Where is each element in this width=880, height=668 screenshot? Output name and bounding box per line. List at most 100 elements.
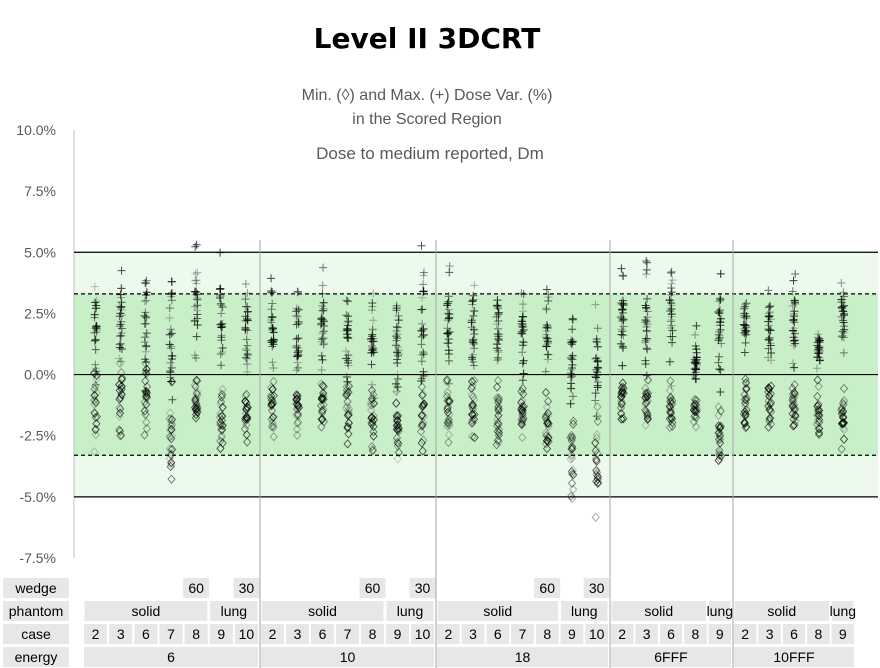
min-dose-marker: [592, 445, 601, 455]
max-dose-marker: [242, 335, 251, 344]
min-dose-marker: [494, 419, 503, 430]
max-dose-marker: [394, 316, 403, 325]
max-dose-marker: [166, 325, 175, 334]
max-dose-marker: [667, 382, 676, 391]
max-dose-marker: [243, 326, 252, 335]
case-label: 6: [319, 626, 327, 642]
case-label: 7: [519, 626, 527, 642]
row-label-wedge: wedge: [14, 580, 56, 596]
min-dose-marker: [443, 417, 452, 428]
min-dose-marker: [791, 410, 800, 420]
max-dose-marker: [243, 367, 252, 376]
max-dose-marker: [165, 304, 174, 313]
min-dose-marker: [517, 397, 526, 408]
case-label: 9: [394, 626, 402, 642]
max-dose-marker: [593, 343, 602, 352]
min-dose-marker: [342, 387, 352, 397]
max-dose-marker: [542, 321, 551, 330]
max-dose-marker: [791, 339, 800, 348]
min-dose-marker: [788, 409, 797, 419]
min-dose-marker: [493, 421, 502, 431]
max-dose-marker: [815, 346, 824, 355]
max-dose-marker: [468, 355, 477, 364]
min-dose-marker: [90, 390, 99, 401]
max-dose-marker: [691, 375, 700, 384]
min-dose-marker: [790, 405, 799, 416]
max-dose-marker: [215, 294, 224, 303]
min-dose-marker: [117, 384, 126, 394]
max-dose-marker: [716, 295, 725, 304]
max-dose-marker: [740, 348, 749, 357]
category-table: wedge phantom case energy 60 30 60 30 60 30 solid l…: [3, 578, 856, 667]
max-dose-marker: [216, 292, 225, 301]
energy-cell: [734, 647, 854, 667]
max-dose-marker: [692, 353, 701, 362]
min-dose-marker: [91, 412, 100, 423]
min-dose-marker: [692, 395, 701, 406]
max-dose-marker: [544, 293, 553, 302]
min-dose-marker: [393, 420, 403, 430]
max-dose-marker: [542, 304, 551, 313]
min-dose-marker: [193, 390, 202, 400]
min-dose-marker: [764, 422, 773, 432]
max-dose-marker: [567, 355, 576, 364]
max-dose-marker: [715, 331, 724, 340]
min-dose-marker: [467, 390, 476, 400]
wedge-cell: [183, 578, 210, 598]
max-dose-marker: [343, 318, 352, 327]
case-cell: [611, 624, 634, 644]
max-dose-marker: [393, 374, 402, 383]
max-dose-marker: [191, 276, 200, 285]
max-dose-marker: [468, 300, 477, 309]
min-dose-marker: [167, 425, 176, 435]
max-dose-marker: [267, 316, 276, 325]
min-dose-marker: [190, 380, 199, 390]
min-dose-marker: [140, 406, 149, 416]
min-dose-marker: [839, 383, 849, 394]
max-dose-marker: [218, 303, 227, 312]
max-dose-marker: [394, 323, 403, 332]
max-dose-marker: [344, 334, 353, 343]
min-dose-marker: [417, 410, 426, 421]
max-dose-marker: [619, 322, 628, 331]
min-dose-marker: [292, 410, 301, 420]
max-dose-marker: [691, 374, 700, 383]
min-dose-marker: [292, 399, 301, 409]
max-dose-marker: [394, 346, 403, 355]
min-dose-marker: [392, 433, 402, 443]
max-dose-marker: [666, 317, 675, 326]
max-dose-marker: [641, 336, 650, 345]
max-dose-marker: [667, 288, 676, 297]
min-dose-marker: [840, 425, 849, 435]
max-dose-marker: [740, 302, 749, 311]
min-dose-marker: [666, 407, 676, 418]
max-dose-marker: [643, 294, 652, 303]
min-dose-marker: [394, 438, 403, 449]
row-label-cell: [3, 601, 69, 621]
min-dose-marker: [665, 401, 674, 412]
max-dose-marker: [494, 334, 503, 343]
max-dose-marker: [168, 395, 177, 404]
min-dose-marker: [617, 398, 626, 408]
max-dose-marker: [243, 360, 252, 369]
min-dose-marker: [240, 424, 250, 434]
max-dose-marker: [417, 241, 426, 250]
max-dose-marker: [837, 278, 846, 287]
min-dose-marker: [766, 389, 775, 399]
max-dose-marker: [742, 314, 751, 323]
min-dose-marker: [742, 393, 751, 403]
min-dose-marker: [617, 383, 626, 393]
min-dose-marker: [616, 403, 626, 413]
phantom-label: lung: [830, 603, 856, 619]
max-dose-marker: [469, 335, 478, 344]
case-cell: [336, 624, 359, 644]
min-dose-marker: [292, 391, 301, 401]
max-dose-marker: [591, 389, 600, 398]
min-dose-marker: [715, 445, 724, 455]
min-dose-marker: [318, 381, 327, 391]
min-dose-marker: [368, 444, 377, 455]
max-dose-marker: [116, 290, 125, 299]
max-dose-marker: [568, 337, 577, 346]
max-dose-marker: [667, 305, 676, 314]
min-dose-marker: [618, 378, 627, 388]
